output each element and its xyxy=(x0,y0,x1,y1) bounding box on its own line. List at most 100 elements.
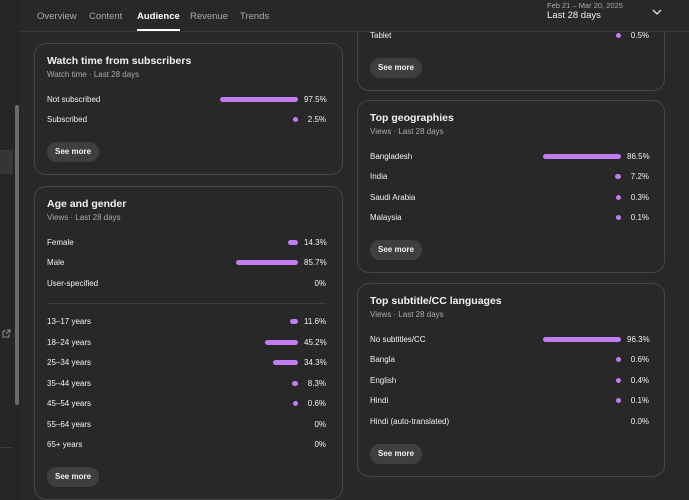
card-subtitle: Views · Last 28 days xyxy=(47,213,121,222)
see-more-button[interactable]: See more xyxy=(47,142,100,162)
bar xyxy=(616,398,621,404)
row-label: 45–54 years xyxy=(47,399,92,409)
stat-row: 65+ years 0% xyxy=(47,435,326,456)
bar-track xyxy=(226,442,298,447)
row-value: 11.6% xyxy=(304,317,327,327)
row-value: 0% xyxy=(314,278,326,288)
see-more-button[interactable]: See more xyxy=(370,57,423,78)
sidebar-item[interactable] xyxy=(0,150,13,174)
bar-track xyxy=(218,117,298,123)
row-label: Hindi xyxy=(370,396,389,406)
row-value: 0.4% xyxy=(630,375,649,385)
card: Age and gender Views · Last 28 days Female… xyxy=(34,186,343,500)
row-value: 86.5% xyxy=(627,151,650,161)
bar xyxy=(236,260,298,266)
stat-row: 35–44 years 8.3% xyxy=(47,373,326,394)
bar-track xyxy=(531,194,621,200)
tab[interactable]: Content xyxy=(89,11,123,22)
bar xyxy=(287,239,298,245)
row-label: Bangladesh xyxy=(370,151,413,161)
tab[interactable]: Overview xyxy=(37,11,77,22)
tab[interactable]: Trends xyxy=(240,11,270,22)
stat-row: Female 14.3% xyxy=(47,232,327,253)
row-value: 45.2% xyxy=(304,337,327,347)
bar-track xyxy=(226,401,298,407)
bar-track xyxy=(540,398,621,404)
row-value: 0.0% xyxy=(630,416,649,426)
row-value: 0.6% xyxy=(630,355,649,365)
bar-track xyxy=(226,380,298,386)
bar xyxy=(616,357,621,363)
tab[interactable]: Revenue xyxy=(190,11,229,22)
tab[interactable]: Audience xyxy=(137,11,180,31)
bar-track xyxy=(218,96,298,102)
card-title: Top subtitle/CC languages xyxy=(370,295,502,307)
bar xyxy=(293,117,298,123)
row-value: 0.5% xyxy=(630,30,649,40)
bar xyxy=(616,215,621,221)
row-label: Subscribed xyxy=(47,115,88,125)
row-value: 97.5% xyxy=(304,94,327,104)
row-value: 96.3% xyxy=(627,334,650,344)
stat-row: User-specified 0% xyxy=(47,273,326,294)
stat-row: Bangladesh 86.5% xyxy=(370,146,650,167)
card-subtitle: Views · Last 28 days xyxy=(370,310,444,319)
stat-row: Male 85.7% xyxy=(47,253,327,274)
card: Top geographies Views · Last 28 days Bangl… xyxy=(357,100,665,273)
row-label: User-specified xyxy=(47,278,99,288)
stat-row: Hindi (auto-translated) 0.0% xyxy=(370,411,649,432)
stat-row: Not subscribed 97.5% xyxy=(47,89,327,110)
row-label: 55–64 years xyxy=(47,419,92,429)
period[interactable]: Last 28 days xyxy=(547,10,601,21)
stat-row: 25–34 years 34.3% xyxy=(47,353,327,374)
stat-row: India 7.2% xyxy=(370,167,649,188)
row-label: 25–34 years xyxy=(47,358,92,368)
row-label: Female xyxy=(47,237,74,247)
stat-row: Malaysia 0.1% xyxy=(370,208,649,229)
row-label: 65+ years xyxy=(47,440,83,450)
row-label: Hindi (auto-translated) xyxy=(370,416,450,426)
row-value: 0% xyxy=(314,440,326,450)
date-range[interactable]: Feb 21 – Mar 20, 2025 xyxy=(547,1,623,10)
see-more-button[interactable]: See more xyxy=(47,467,100,487)
bar-track xyxy=(226,281,298,286)
bar xyxy=(289,319,298,325)
row-label: Tablet xyxy=(370,30,392,40)
divider xyxy=(47,302,326,304)
tab-bar: Feb 21 – Mar 20, 2025 Last 28 days Overv… xyxy=(20,0,689,32)
stat-row: Saudi Arabia 0.3% xyxy=(370,187,649,208)
bar xyxy=(543,153,621,159)
card-subtitle: Views · Last 28 days xyxy=(370,127,444,136)
row-label: 13–17 years xyxy=(47,317,92,327)
row-label: English xyxy=(370,375,397,385)
bar-track xyxy=(226,319,298,325)
see-more-button[interactable]: See more xyxy=(370,240,423,260)
dropdown-chevron[interactable] xyxy=(652,7,662,17)
stat-row: Hindi 0.1% xyxy=(370,391,649,412)
row-value: 0% xyxy=(314,419,326,429)
external-link-icon[interactable] xyxy=(2,329,11,338)
tab-underline xyxy=(137,29,180,31)
stat-row: 55–64 years 0% xyxy=(47,414,326,435)
sidebar-divider xyxy=(0,447,13,448)
row-value: 0.6% xyxy=(307,399,326,409)
bar-track xyxy=(540,377,621,383)
see-more-button[interactable]: See more xyxy=(370,443,423,464)
stat-row: 45–54 years 0.6% xyxy=(47,394,326,415)
row-label: Saudi Arabia xyxy=(370,192,416,202)
scrollbar[interactable] xyxy=(15,105,19,405)
row-value: 7.2% xyxy=(630,172,649,182)
bar xyxy=(265,339,298,345)
bar-track xyxy=(531,174,621,180)
row-label: Not subscribed xyxy=(47,94,101,104)
row-label: Male xyxy=(47,258,65,268)
card-title: Watch time from subscribers xyxy=(47,55,192,67)
row-label: 18–24 years xyxy=(47,337,92,347)
row-label: 35–44 years xyxy=(47,378,92,388)
bar-track xyxy=(226,422,298,427)
row-value: 85.7% xyxy=(304,258,327,268)
bar-track xyxy=(226,360,298,366)
row-label: India xyxy=(370,172,388,182)
card-header: Top subtitle/CC languages Views · Last 28… xyxy=(370,284,649,329)
